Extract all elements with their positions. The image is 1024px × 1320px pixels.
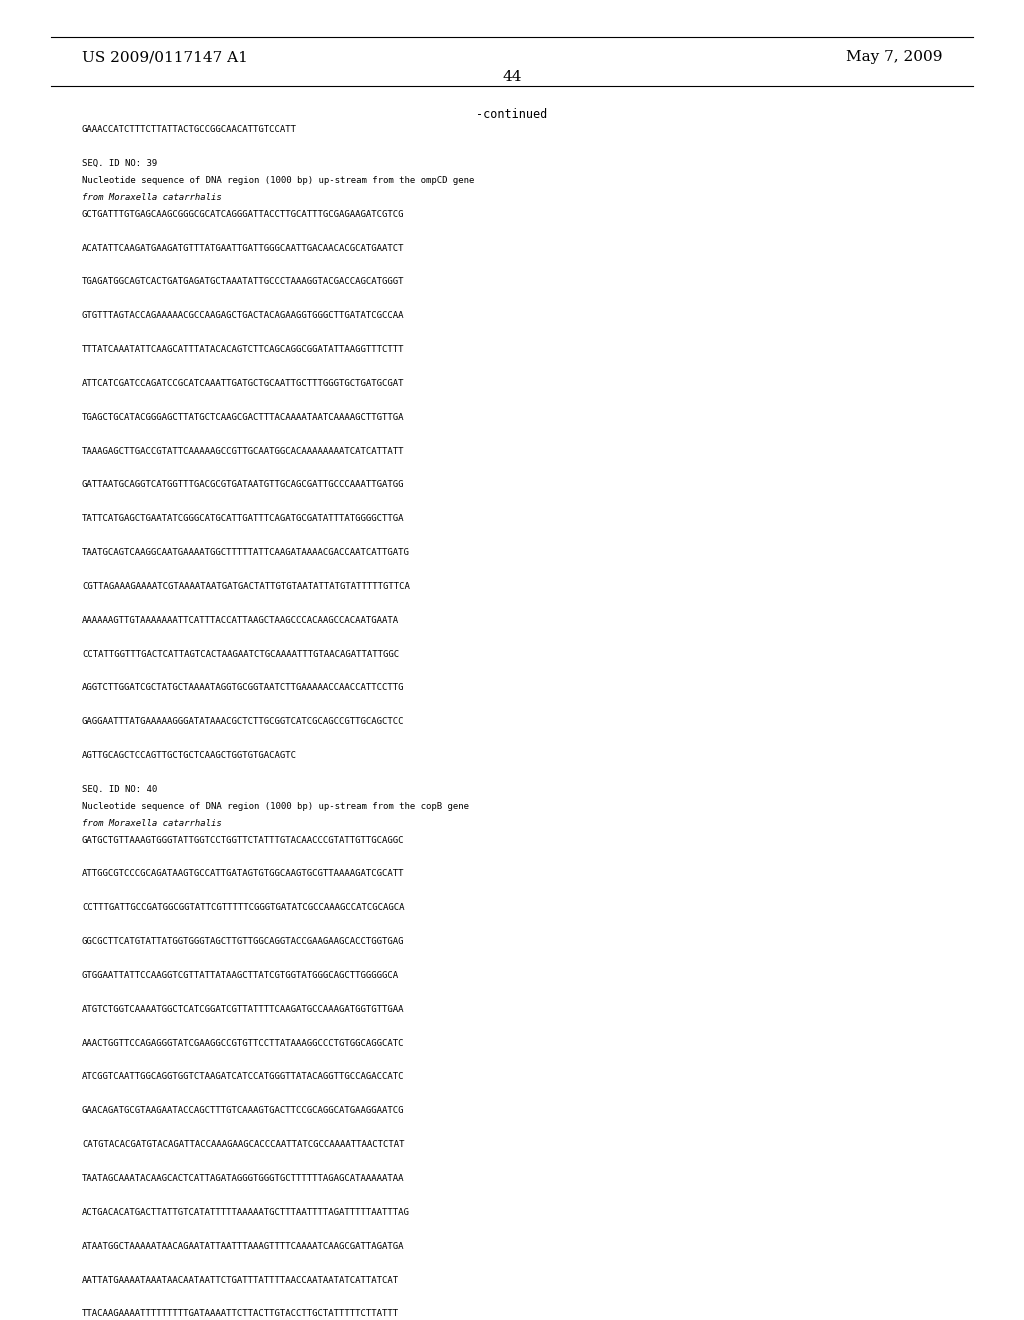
Text: ATTCATCGATCCAGATCCGCATCAAATTGATGCTGCAATTGCTTTGGGTGCTGATGCGAT: ATTCATCGATCCAGATCCGCATCAAATTGATGCTGCAATT… [82,379,404,388]
Text: ATTGGCGTCCCGCAGATAAGTGCCATTGATAGTGTGGCAAGTGCGTTAAAAGATCGCATT: ATTGGCGTCCCGCAGATAAGTGCCATTGATAGTGTGGCAA… [82,870,404,879]
Text: GTGTTTAGTACCAGAAAAACGCCAAGAGCTGACTACAGAAGGTGGGCTTGATATCGCCAA: GTGTTTAGTACCAGAAAAACGCCAAGAGCTGACTACAGAA… [82,312,404,321]
Text: GTGGAATTATTCCAAGGTCGTTATTATAAGCTTATCGTGGTATGGGCAGCTTGGGGGCA: GTGGAATTATTCCAAGGTCGTTATTATAAGCTTATCGTGG… [82,972,399,979]
Text: TTACAAGAAAATTTTTTTTTGATAAAATTCTTACTTGTACCTTGCTATTTTTCTTATTT: TTACAAGAAAATTTTTTTTTGATAAAATTCTTACTTGTAC… [82,1309,399,1319]
Text: CCTTTGATTGCCGATGGCGGTATTCGTTTTTCGGGTGATATCGCCAAAGCCATCGCAGCA: CCTTTGATTGCCGATGGCGGTATTCGTTTTTCGGGTGATA… [82,903,404,912]
Text: from Moraxella catarrhalis: from Moraxella catarrhalis [82,818,221,828]
Text: GCTGATTTGTGAGCAAGCGGGCGCATCAGGGATTACCTTGCATTTGCGAGAAGATCGTCG: GCTGATTTGTGAGCAAGCGGGCGCATCAGGGATTACCTTG… [82,210,404,219]
Text: SEQ. ID NO: 39: SEQ. ID NO: 39 [82,158,157,168]
Text: GATTAATGCAGGTCATGGTTTGACGCGTGATAATGTTGCAGCGATTGCCCAAATTGATGG: GATTAATGCAGGTCATGGTTTGACGCGTGATAATGTTGCA… [82,480,404,490]
Text: Nucleotide sequence of DNA region (1000 bp) up-stream from the ompCD gene: Nucleotide sequence of DNA region (1000 … [82,176,474,185]
Text: GAACAGATGCGTAAGAATACCAGCTTTGTCAAAGTGACTTCCGCAGGCATGAAGGAATCG: GAACAGATGCGTAAGAATACCAGCTTTGTCAAAGTGACTT… [82,1106,404,1115]
Text: ATCGGTCAATTGGCAGGTGGTCTAAGATCATCCATGGGTTATACAGGTTGCCAGACCATC: ATCGGTCAATTGGCAGGTGGTCTAAGATCATCCATGGGTT… [82,1072,404,1081]
Text: AAAAAAGTTGTAAAAAAATTCATTTACCATTAAGCTAAGCCCACAAGCCACAATGAATA: AAAAAAGTTGTAAAAAAATTCATTTACCATTAAGCTAAGC… [82,615,399,624]
Text: from Moraxella catarrhalis: from Moraxella catarrhalis [82,193,221,202]
Text: TGAGATGGCAGTCACTGATGAGATGCTAAATATTGCCCTAAAGGTACGACCAGCATGGGT: TGAGATGGCAGTCACTGATGAGATGCTAAATATTGCCCTA… [82,277,404,286]
Text: SEQ. ID NO: 40: SEQ. ID NO: 40 [82,785,157,793]
Text: US 2009/0117147 A1: US 2009/0117147 A1 [82,50,248,65]
Text: GGCGCTTCATGTATTATGGTGGGTAGCTTGTTGGCAGGTACCGAAGAAGCACCTGGTGAG: GGCGCTTCATGTATTATGGTGGGTAGCTTGTTGGCAGGTA… [82,937,404,946]
Text: May 7, 2009: May 7, 2009 [846,50,942,65]
Text: -continued: -continued [476,108,548,121]
Text: GATGCTGTTAAAGTGGGTATTGGTCCTGGTTCTATTTGTACAACCCGTATTGTTGCAGGC: GATGCTGTTAAAGTGGGTATTGGTCCTGGTTCTATTTGTA… [82,836,404,845]
Text: ACTGACACATGACTTATTGTCATATTTTTAAAAATGCTTTAATTTTAGATTTTTAATTTAG: ACTGACACATGACTTATTGTCATATTTTTAAAAATGCTTT… [82,1208,410,1217]
Text: ATGTCTGGTCAAAATGGCTCATCGGATCGTTATTTTCAAGATGCCAAAGATGGTGTTGAA: ATGTCTGGTCAAAATGGCTCATCGGATCGTTATTTTCAAG… [82,1005,404,1014]
Text: TGAGCTGCATACGGGAGCTTATGCTCAAGCGACTTTACAAAATAATCAAAAGCTTGTTGA: TGAGCTGCATACGGGAGCTTATGCTCAAGCGACTTTACAA… [82,413,404,421]
Text: ACATATTCAAGATGAAGATGTTTATGAATTGATTGGGCAATTGACAACACGCATGAATCT: ACATATTCAAGATGAAGATGTTTATGAATTGATTGGGCAA… [82,243,404,252]
Text: CCTATTGGTTTGACTCATTAGTCACTAAGAATCTGCAAAATTTGTAACAGATTATTGGC: CCTATTGGTTTGACTCATTAGTCACTAAGAATCTGCAAAA… [82,649,399,659]
Text: CGTTAGAAAGAAAATCGTAAAATAATGATGACTATTGTGTAATATTATGTATTTTTGTTCA: CGTTAGAAAGAAAATCGTAAAATAATGATGACTATTGTGT… [82,582,410,591]
Text: TATTCATGAGCTGAATATCGGGCATGCATTGATTTCAGATGCGATATTTATGGGGCTTGA: TATTCATGAGCTGAATATCGGGCATGCATTGATTTCAGAT… [82,515,404,523]
Text: GAGGAATTTATGAAAAAGGGATATAAACGCTCTTGCGGTCATCGCAGCCGTTGCAGCTCC: GAGGAATTTATGAAAAAGGGATATAAACGCTCTTGCGGTC… [82,717,404,726]
Text: ATAATGGCTAAAAATAACAGAATATTAATTTAAAGTTTTCAAAATCAAGCGATTAGATGA: ATAATGGCTAAAAATAACAGAATATTAATTTAAAGTTTTC… [82,1242,404,1250]
Text: AGGTCTTGGATCGCTATGCTAAAATAGGTGCGGTAATCTTGAAAAACCAACCATTCCTTG: AGGTCTTGGATCGCTATGCTAAAATAGGTGCGGTAATCTT… [82,684,404,693]
Text: AGTTGCAGCTCCAGTTGCTGCTCAAGCTGGTGTGACAGTC: AGTTGCAGCTCCAGTTGCTGCTCAAGCTGGTGTGACAGTC [82,751,297,760]
Text: TAAAGAGCTTGACCGTATTCAAAAAGCCGTTGCAATGGCACAAAAAAAATCATCATTATT: TAAAGAGCTTGACCGTATTCAAAAAGCCGTTGCAATGGCA… [82,446,404,455]
Text: TTTATCAAATATTCAAGCATTTATACACAGTCTTCAGCAGGCGGATATTAAGGTTTCTTT: TTTATCAAATATTCAAGCATTTATACACAGTCTTCAGCAG… [82,345,404,354]
Text: Nucleotide sequence of DNA region (1000 bp) up-stream from the copB gene: Nucleotide sequence of DNA region (1000 … [82,801,469,810]
Text: 44: 44 [502,70,522,83]
Text: TAATGCAGTCAAGGCAATGAAAATGGCTTTTTATTCAAGATAAAACGACCAATCATTGATG: TAATGCAGTCAAGGCAATGAAAATGGCTTTTTATTCAAGA… [82,548,410,557]
Text: GAAACCATCTTTCTTATTACTGCCGGCAACATTGTCCATT: GAAACCATCTTTCTTATTACTGCCGGCAACATTGTCCATT [82,125,297,135]
Text: AAACTGGTTCCAGAGGGTATCGAAGGCCGTGTTCCTTATAAAGGCCCTGTGGCAGGCATC: AAACTGGTTCCAGAGGGTATCGAAGGCCGTGTTCCTTATA… [82,1039,404,1048]
Text: CATGTACACGATGTACAGATTACCAAAGAAGCACCCAATTATCGCCAAAATTAACTCTAT: CATGTACACGATGTACAGATTACCAAAGAAGCACCCAATT… [82,1140,404,1150]
Text: TAATAGCAAATACAAGCACTCATTAGATAGGGTGGGTGCTTTTTTAGAGCATAAAAATAA: TAATAGCAAATACAAGCACTCATTAGATAGGGTGGGTGCT… [82,1173,404,1183]
Text: AATTATGAAAATAAATAACAATAATTCTGATTTATTTTAACCAATAATATCATTATCAT: AATTATGAAAATAAATAACAATAATTCTGATTTATTTTAA… [82,1275,399,1284]
